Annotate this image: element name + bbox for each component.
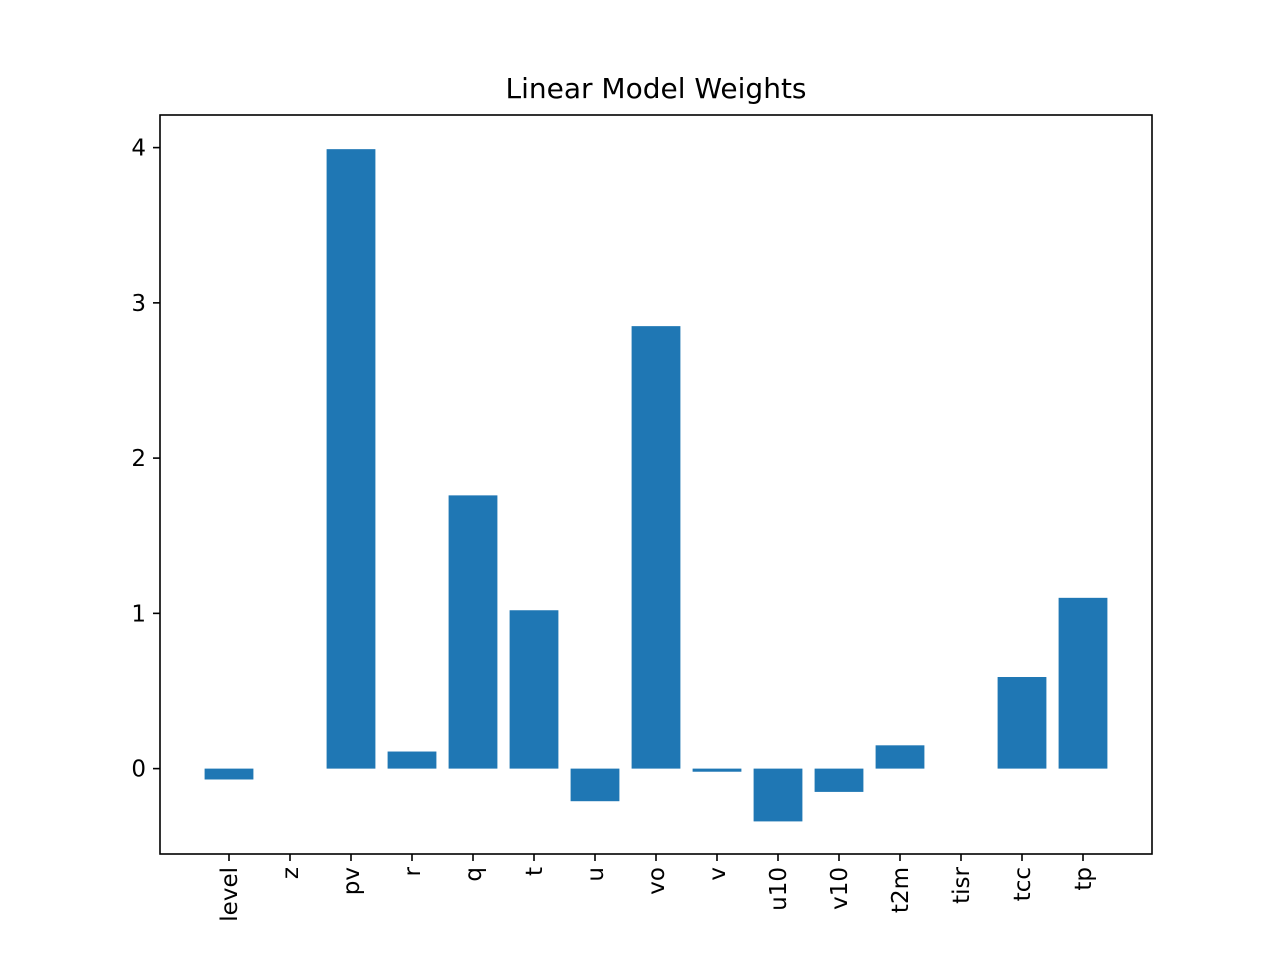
bar-vo bbox=[631, 326, 681, 769]
bar-v bbox=[692, 768, 742, 772]
y-axis: 0 1 2 3 4 bbox=[131, 136, 160, 783]
bar-q bbox=[448, 495, 498, 769]
x-tick-label-v10: v10 bbox=[827, 867, 853, 910]
x-tick-label-r: r bbox=[400, 866, 426, 876]
x-tick-label-vo: vo bbox=[644, 867, 670, 895]
x-tick-label-z: z bbox=[278, 867, 304, 879]
x-tick-label-t: t bbox=[522, 867, 548, 876]
x-tick-label-v: v bbox=[705, 867, 731, 881]
bar-t bbox=[509, 610, 559, 769]
x-tick-label-tisr: tisr bbox=[949, 866, 975, 903]
bar-level bbox=[204, 768, 254, 780]
chart-title: Linear Model Weights bbox=[505, 72, 806, 105]
y-tick-label-3: 3 bbox=[131, 291, 146, 317]
x-tick-label-u: u bbox=[583, 867, 609, 882]
x-tick-label-pv: pv bbox=[339, 867, 365, 895]
bar-v10 bbox=[814, 768, 864, 792]
bars-group bbox=[204, 149, 1108, 822]
bar-u bbox=[570, 768, 620, 802]
bar-tp bbox=[1058, 597, 1108, 769]
plot-frame bbox=[159, 114, 1153, 855]
x-tick-label-tp: tp bbox=[1071, 867, 1097, 891]
x-tick-label-u10: u10 bbox=[766, 867, 792, 911]
y-tick-label-4: 4 bbox=[131, 136, 146, 162]
x-tick-label-level: level bbox=[217, 867, 243, 922]
bar-pv bbox=[326, 149, 376, 769]
x-tick-label-t2m: t2m bbox=[888, 867, 914, 913]
bar-u10 bbox=[753, 768, 803, 822]
y-tick-label-1: 1 bbox=[131, 601, 146, 627]
y-tick-label-2: 2 bbox=[131, 446, 146, 472]
x-axis: level z pv r q t u vo v u10 v10 t2m tisr tcc tp bbox=[217, 854, 1097, 922]
bar-tcc bbox=[997, 677, 1047, 769]
x-tick-label-q: q bbox=[461, 867, 487, 882]
x-tick-label-tcc: tcc bbox=[1010, 867, 1036, 901]
bar-t2m bbox=[875, 745, 925, 769]
y-tick-label-0: 0 bbox=[131, 757, 146, 783]
bar-r bbox=[387, 751, 437, 769]
